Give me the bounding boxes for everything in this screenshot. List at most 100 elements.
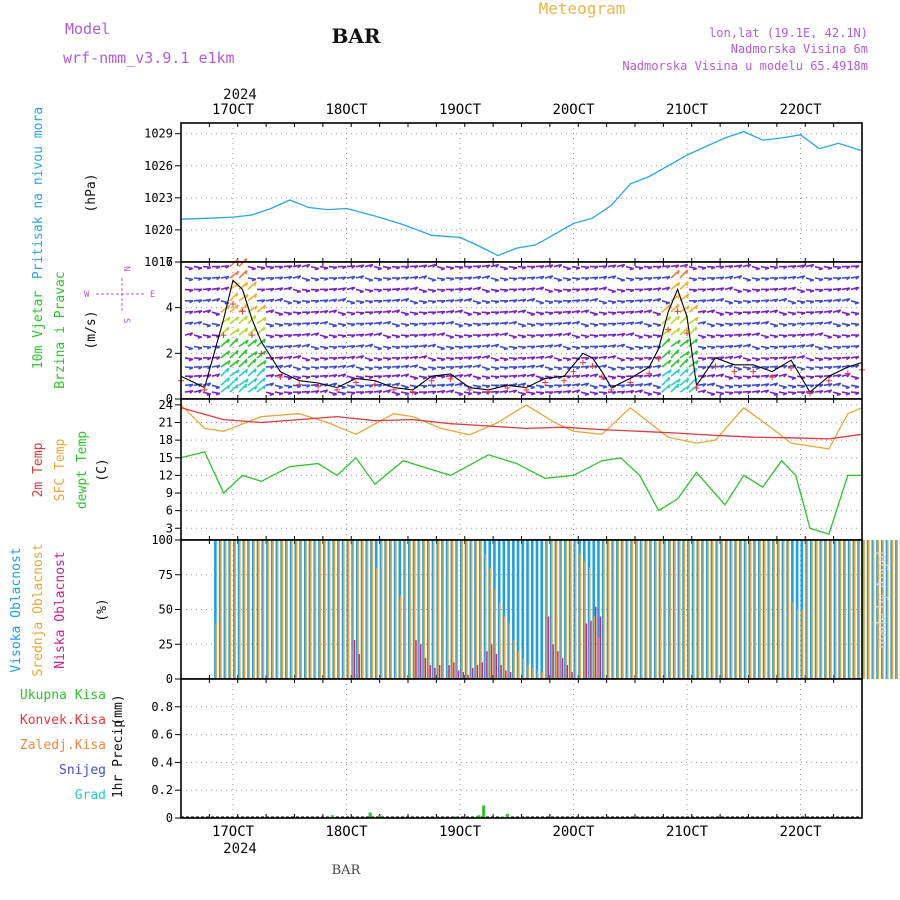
cloud-bar <box>353 640 356 679</box>
wind-arrow-head <box>386 347 392 350</box>
wind-arrow-head <box>656 313 661 316</box>
wind-arrow-head <box>695 316 699 322</box>
wind-arrow-head <box>270 365 275 370</box>
wind-arrow-head <box>315 321 320 326</box>
wind-ylabel-2: Brzina i Pravac <box>53 271 68 388</box>
wind-arrow-head <box>648 309 653 314</box>
wind-arrow-head <box>495 390 500 395</box>
wind-arrow-head <box>782 324 788 328</box>
cloud-bar <box>551 540 553 679</box>
wind-arrow-head <box>656 335 662 339</box>
wind-arrow-head <box>612 391 617 395</box>
cloud-bar <box>707 540 709 679</box>
cloud-bar <box>546 540 549 679</box>
wind-arrow-head <box>602 385 608 389</box>
cloud-bar <box>782 540 785 679</box>
wind-arrow-head <box>648 365 653 370</box>
y-tick-label: 50 <box>159 603 173 617</box>
y-tick-label: 18 <box>159 433 173 447</box>
wind-arrow-head <box>620 290 626 293</box>
wind-arrow-head <box>279 364 284 369</box>
cloud-bar <box>625 540 629 679</box>
cloud-bar <box>239 540 241 679</box>
wind-arrow-head <box>477 334 482 338</box>
legend-total-rain: Ukupna Kisa <box>20 688 106 703</box>
cloud-bar <box>286 540 288 679</box>
wind-arrow-head <box>350 377 355 380</box>
gust-marker <box>769 374 776 381</box>
wind-arrow-head <box>404 335 410 339</box>
wind-arrow-head <box>593 392 599 396</box>
cloud-bar <box>328 540 331 679</box>
wind-arrow-head <box>477 355 482 360</box>
wind-arrow-head <box>387 389 392 394</box>
wind-arrow-head <box>521 266 527 270</box>
wind-arrow <box>670 269 680 279</box>
cloud-bar <box>503 616 506 679</box>
wind-arrow-head <box>188 278 194 282</box>
wind-arrow-head <box>765 389 770 394</box>
wind-arrow-head <box>485 290 490 294</box>
wind-arrow-head <box>245 378 249 383</box>
wind-arrow-head <box>378 383 383 388</box>
wind-arrow-head <box>254 378 258 383</box>
wind-arrow-head <box>630 332 635 337</box>
wind-arrow <box>256 304 267 313</box>
wind-arrow-head <box>405 356 410 361</box>
top-year-label: 2024 <box>223 87 257 103</box>
wind-arrow-head <box>269 346 275 350</box>
wind-arrow-head <box>548 385 554 389</box>
wind-arrow-head <box>540 265 545 269</box>
wind-arrow-head <box>495 263 500 268</box>
wind-arrow-head <box>629 289 635 293</box>
wind-arrow-head <box>254 281 257 286</box>
wind-arrow-head <box>432 343 437 348</box>
gust-marker <box>447 375 454 382</box>
bottom-date-label: 20OCT <box>552 824 595 840</box>
cloud-bar <box>257 540 260 679</box>
wind-arrow-head <box>686 385 690 390</box>
wind-arrow-head <box>512 277 518 282</box>
wind-arrow-head <box>477 265 482 269</box>
wind-arrow <box>679 377 690 386</box>
model-name: wrf-nmm_v3.9.1 e1km <box>63 49 235 67</box>
gust-marker <box>409 388 416 395</box>
wind-arrow-head <box>342 373 347 378</box>
wind-arrow-head <box>188 347 193 351</box>
panel-frame <box>180 678 863 819</box>
wind-arrow-head <box>306 333 311 337</box>
precip-bar <box>330 815 334 818</box>
wind-arrow-head <box>676 383 680 389</box>
cloud-bar <box>674 540 676 679</box>
wind-arrow-head <box>476 385 482 389</box>
wind-arrow-head <box>792 334 797 338</box>
cloud-bar <box>507 540 510 679</box>
wind-arrow-head <box>765 383 770 388</box>
wind-arrow-head <box>269 324 274 328</box>
wind-arrow-head <box>422 301 428 305</box>
wind-arrow-head <box>351 286 356 291</box>
wind-arrow-head <box>540 334 545 338</box>
wind-arrow-head <box>323 336 328 339</box>
cloud-bar <box>428 540 430 679</box>
wind-arrow-head <box>585 365 590 370</box>
bottom-date-label: 17OCT <box>212 824 255 840</box>
wind-arrow <box>229 270 240 279</box>
wind-arrow-head <box>269 393 274 396</box>
wind-arrow-head <box>576 288 581 293</box>
wind-arrow-head <box>333 309 338 314</box>
wind-arrow-head <box>458 324 463 328</box>
cloud-bar <box>385 540 388 679</box>
wind-arrow <box>220 338 230 348</box>
wind-arrow-head <box>810 343 815 348</box>
wind-arrow-head <box>387 288 392 293</box>
cloud-bar <box>868 540 870 679</box>
wind-arrow-head <box>746 367 752 371</box>
cloud-bar <box>324 540 326 679</box>
cloud-bar <box>617 540 619 679</box>
wind-arrow-head <box>369 333 374 337</box>
wind-arrow-head <box>837 288 842 292</box>
wind-arrow-head <box>677 368 681 374</box>
wind-arrow-head <box>783 265 788 270</box>
wind-arrow-head <box>503 358 509 362</box>
